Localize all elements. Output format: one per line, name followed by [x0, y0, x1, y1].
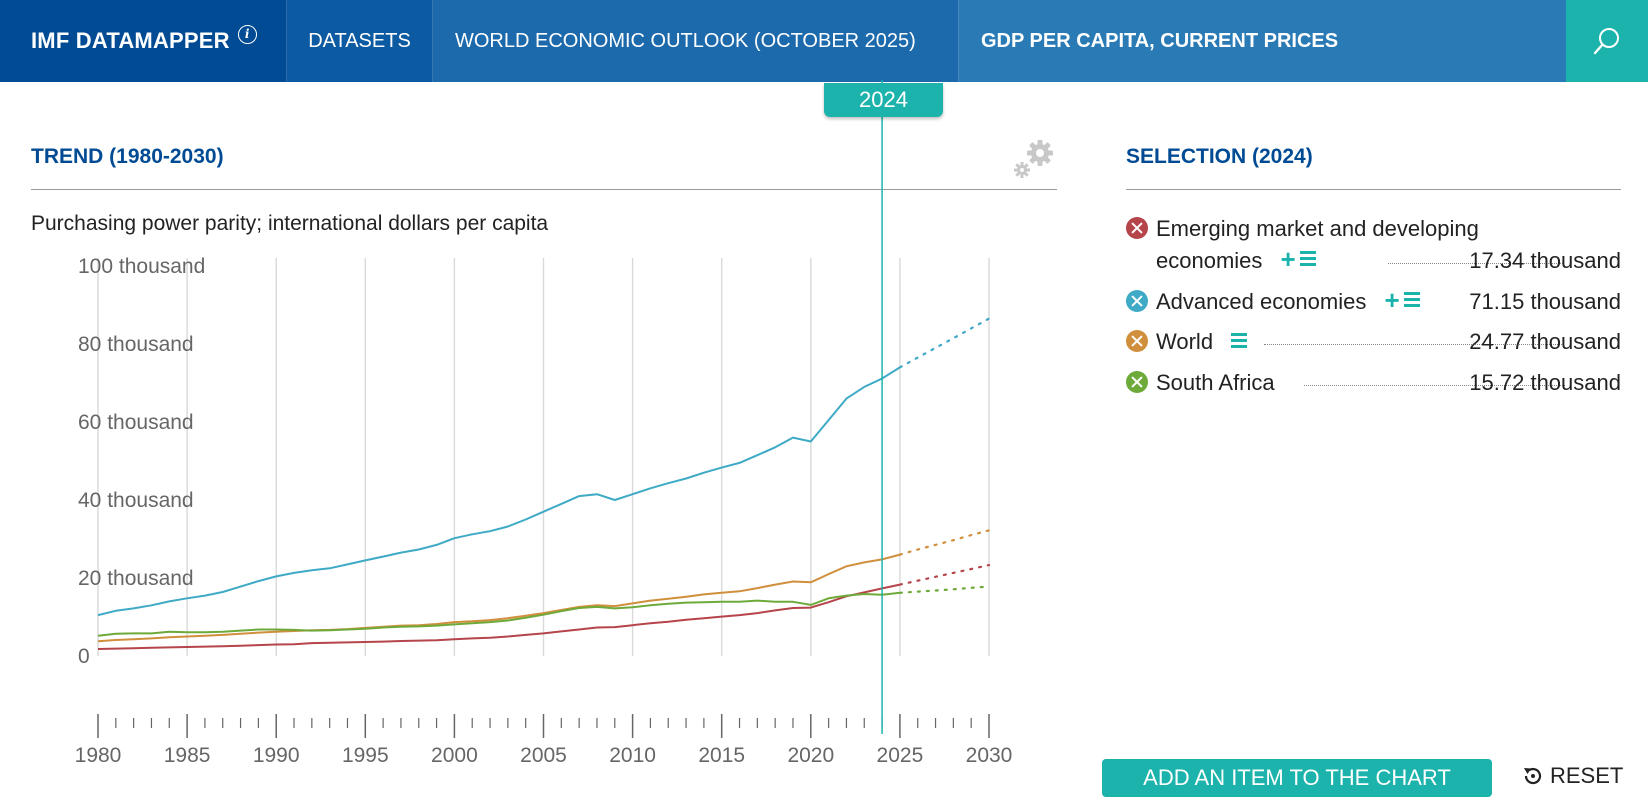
legend-item-label-cont: economies — [1156, 248, 1263, 273]
nav-datasets[interactable]: DATASETS — [287, 0, 433, 82]
reset-button[interactable]: RESET — [1521, 763, 1623, 789]
search-icon — [1593, 28, 1619, 55]
list-icon[interactable] — [1299, 251, 1316, 267]
top-nav-bar: IMF DATAMAPPER i DATASETS WORLD ECONOMIC… — [0, 0, 1648, 82]
legend-item-tools — [1231, 333, 1248, 349]
legend-item-label: World — [1156, 329, 1214, 354]
series-line-emerging-market-and-developing-economies[interactable] — [97, 583, 901, 650]
legend-item-label-line2: economies + — [1156, 245, 1316, 277]
legend-item-advanced-economies: Advanced economies + 71.15 thousand — [1126, 286, 1621, 318]
legend-item-label-wrap: World — [1156, 326, 1248, 358]
legend-item-tools: + — [1384, 285, 1420, 315]
y-tick-label: 80 thousand — [78, 333, 194, 356]
series-line-south-africa[interactable] — [97, 591, 901, 637]
add-item-label: ADD AN ITEM TO THE CHART — [1143, 765, 1451, 790]
nav-indicator[interactable]: GDP PER CAPITA, CURRENT PRICES — [959, 0, 1566, 82]
y-tick-label: 100 thousand — [78, 255, 205, 278]
y-tick-label: 40 thousand — [78, 489, 194, 512]
plus-icon[interactable]: + — [1280, 244, 1296, 274]
trend-chart[interactable]: 0 20 thousand 40 thousand 60 thousand 80 tho… — [0, 80, 1060, 780]
x-tick-label: 1990 — [253, 744, 300, 767]
legend-item-label: South Africa — [1156, 370, 1275, 395]
legend-item-value: 24.77 thousand — [1469, 329, 1621, 354]
x-tick-label: 2020 — [787, 744, 834, 767]
legend-item-label: Emerging market and developing — [1156, 216, 1479, 241]
series-line-advanced-economies[interactable] — [97, 366, 901, 617]
nav-datasets-label: DATASETS — [308, 29, 411, 52]
reset-label: RESET — [1550, 763, 1624, 788]
y-tick-label: 20 thousand — [78, 567, 194, 590]
list-icon[interactable] — [1403, 292, 1420, 308]
trend-divider — [31, 189, 1057, 190]
remove-item-icon[interactable] — [1126, 330, 1148, 352]
nav-dataset-name-label: WORLD ECONOMIC OUTLOOK (OCTOBER 2025) — [455, 29, 916, 52]
grid-layer — [97, 258, 990, 656]
selection-divider — [1126, 189, 1621, 190]
y-tick-label: 60 thousand — [78, 411, 194, 434]
search-button[interactable] — [1566, 0, 1648, 82]
leader-dots — [1388, 263, 1563, 264]
info-icon[interactable]: i — [237, 24, 257, 44]
x-tick-label: 2015 — [698, 744, 745, 767]
x-tick-label: 2025 — [877, 744, 924, 767]
legend-item-world: World 24.77 thousand — [1126, 326, 1621, 358]
x-tick-label: 2030 — [966, 744, 1013, 767]
legend-item-tools: + — [1280, 244, 1316, 274]
y-tick-label: 0 — [78, 645, 90, 668]
x-tick-label: 2005 — [520, 744, 567, 767]
chart-subtitle: Purchasing power parity; international d… — [31, 212, 549, 235]
remove-item-icon[interactable] — [1126, 217, 1148, 239]
legend-item-value: 17.34 thousand — [1469, 248, 1621, 273]
legend-item-emerging-markets: Emerging market and developing economies… — [1126, 213, 1621, 277]
legend-item-label: Advanced economies — [1156, 289, 1367, 314]
plus-icon[interactable]: + — [1384, 285, 1400, 315]
x-tick-label: 1995 — [342, 744, 389, 767]
year-selector-label: 2024 — [859, 87, 908, 112]
leader-dots — [1304, 385, 1565, 386]
x-tick-label: 2000 — [431, 744, 478, 767]
legend-item-south-africa: South Africa 15.72 thousand — [1126, 367, 1621, 399]
series-projection-south-africa[interactable] — [898, 585, 991, 594]
brand-logo-link[interactable]: IMF DATAMAPPER i — [0, 0, 287, 82]
legend-item-value: 15.72 thousand — [1469, 370, 1621, 395]
x-tick-label: 2010 — [609, 744, 656, 767]
series-layer — [97, 317, 991, 650]
y-axis: 0 20 thousand 40 thousand 60 thousand 80 tho… — [78, 255, 205, 668]
series-projection-emerging-market-and-developing-economies[interactable] — [898, 564, 991, 586]
reset-icon — [1524, 767, 1542, 785]
list-icon[interactable] — [1231, 333, 1248, 349]
trend-title: TREND (1980-2030) — [31, 145, 224, 168]
x-tick-label: 1985 — [164, 744, 211, 767]
x-axis: 1980 1985 1990 1995 2000 2005 2010 2015 2020 2025… — [75, 714, 1013, 767]
nav-dataset-name[interactable]: WORLD ECONOMIC OUTLOOK (OCTOBER 2025) — [433, 0, 959, 82]
series-line-world[interactable] — [97, 553, 901, 643]
remove-item-icon[interactable] — [1126, 371, 1148, 393]
leader-dots — [1264, 344, 1564, 345]
gear-icon[interactable] — [1012, 138, 1056, 182]
remove-item-icon[interactable] — [1126, 290, 1148, 312]
year-selector-badge[interactable]: 2024 — [824, 83, 943, 117]
legend-item-label-wrap: Advanced economies + — [1156, 286, 1420, 318]
series-projection-world[interactable] — [898, 529, 991, 556]
nav-indicator-label: GDP PER CAPITA, CURRENT PRICES — [981, 29, 1339, 52]
brand-title: IMF DATAMAPPER — [31, 28, 230, 53]
selection-title: SELECTION (2024) — [1126, 145, 1313, 168]
add-item-button[interactable]: ADD AN ITEM TO THE CHART — [1102, 759, 1492, 797]
legend-item-value: 71.15 thousand — [1469, 289, 1621, 314]
x-tick-label: 1980 — [75, 744, 122, 767]
series-projection-advanced-economies[interactable] — [898, 317, 991, 369]
